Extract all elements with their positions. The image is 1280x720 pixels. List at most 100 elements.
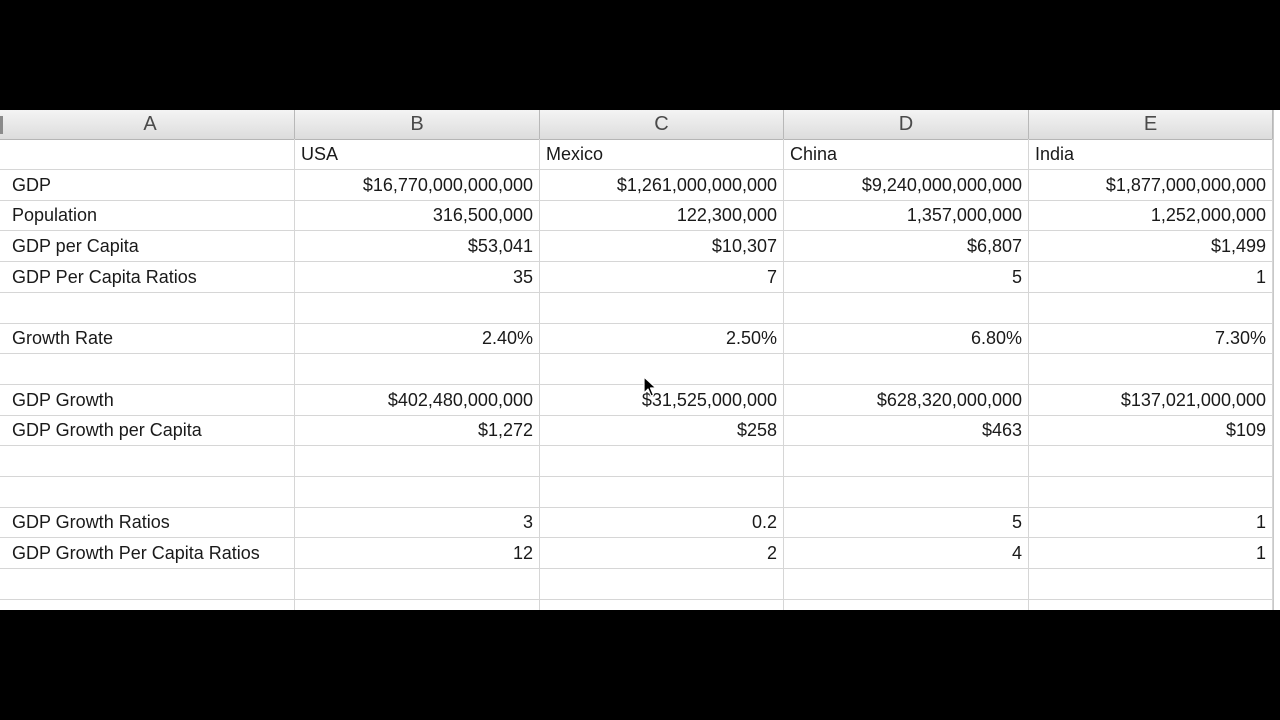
cell-b[interactable] (295, 292, 540, 323)
cell-a[interactable]: GDP Growth Per Capita Ratios (6, 538, 295, 569)
table-row: GDP Growth Per Capita Ratios 12 2 4 1 (0, 538, 1280, 570)
column-header-b[interactable]: B (295, 110, 540, 139)
cell-d[interactable]: 1,357,000,000 (784, 200, 1029, 231)
column-header-d[interactable]: D (784, 110, 1029, 139)
cell-a[interactable]: Growth Rate (6, 323, 295, 354)
table-row: GDP per Capita $53,041 $10,307 $6,807 $1,499 (0, 231, 1280, 263)
cell-d[interactable]: $463 (784, 415, 1029, 446)
cell-c[interactable]: 0.2 (540, 507, 784, 538)
cell-c[interactable]: 7 (540, 261, 784, 292)
cell-b[interactable]: $1,272 (295, 415, 540, 446)
cell-c[interactable] (540, 446, 784, 476)
cell-e[interactable] (1029, 446, 1273, 476)
cell-a[interactable] (6, 139, 295, 169)
cell-a[interactable] (6, 292, 295, 323)
cell-b[interactable]: 2.40% (295, 323, 540, 354)
cell-c[interactable] (540, 292, 784, 323)
table-row: GDP $16,770,000,000,000 $1,261,000,000,000… (0, 169, 1280, 201)
cell-b[interactable]: 12 (295, 538, 540, 569)
cell-d[interactable] (784, 353, 1029, 384)
cell-d[interactable]: 5 (784, 507, 1029, 538)
cell-c[interactable]: 2 (540, 538, 784, 569)
cell-d[interactable]: 4 (784, 538, 1029, 569)
cell-e[interactable] (1029, 353, 1273, 384)
cell-b[interactable] (295, 599, 540, 610)
cell-e[interactable] (1029, 599, 1273, 610)
cell-c[interactable]: $258 (540, 415, 784, 446)
cell-e[interactable]: 1 (1029, 261, 1273, 292)
cell-b[interactable]: 35 (295, 261, 540, 292)
cell-c[interactable] (540, 568, 784, 599)
table-row: GDP Growth Ratios 3 0.2 5 1 (0, 507, 1280, 539)
cell-e[interactable]: 1,252,000,000 (1029, 200, 1273, 231)
cell-d[interactable]: $9,240,000,000,000 (784, 169, 1029, 200)
cell-d[interactable]: $628,320,000,000 (784, 384, 1029, 415)
cell-a[interactable]: GDP Growth (6, 384, 295, 415)
table-row: GDP Growth per Capita $1,272 $258 $463 $109 (0, 415, 1280, 447)
cell-a[interactable]: GDP Per Capita Ratios (6, 261, 295, 292)
cell-d[interactable]: China (784, 139, 1029, 169)
cell-d[interactable]: 6.80% (784, 323, 1029, 354)
table-row: GDP Growth $402,480,000,000 $31,525,000,00… (0, 384, 1280, 416)
cell-e[interactable]: $109 (1029, 415, 1273, 446)
cell-b[interactable] (295, 353, 540, 384)
cell-e[interactable] (1029, 568, 1273, 599)
cell-d[interactable] (784, 599, 1029, 610)
cell-b[interactable] (295, 568, 540, 599)
column-header-row: A B C D E (0, 110, 1280, 140)
row-header-stub[interactable] (0, 116, 3, 134)
cell-a[interactable] (6, 353, 295, 384)
cell-e[interactable] (1029, 292, 1273, 323)
cell-b[interactable]: $53,041 (295, 231, 540, 262)
table-row: Growth Rate 2.40% 2.50% 6.80% 7.30% (0, 323, 1280, 355)
cell-a[interactable]: GDP Growth per Capita (6, 415, 295, 446)
cell-c[interactable] (540, 476, 784, 507)
cell-c[interactable]: 122,300,000 (540, 200, 784, 231)
cell-e[interactable]: India (1029, 139, 1273, 169)
cell-c[interactable]: Mexico (540, 139, 784, 169)
cell-b[interactable]: $402,480,000,000 (295, 384, 540, 415)
cell-a[interactable]: GDP (6, 169, 295, 200)
cell-a[interactable] (6, 476, 295, 507)
cell-d[interactable]: 5 (784, 261, 1029, 292)
cell-c[interactable]: 2.50% (540, 323, 784, 354)
cell-a[interactable] (6, 599, 295, 610)
table-row (0, 476, 1280, 508)
table-row: GDP Per Capita Ratios 35 7 5 1 (0, 261, 1280, 293)
cell-d[interactable] (784, 292, 1029, 323)
grid-right-edge (1273, 110, 1280, 610)
cell-a[interactable]: GDP per Capita (6, 231, 295, 262)
cell-b[interactable]: 316,500,000 (295, 200, 540, 231)
cell-e[interactable] (1029, 476, 1273, 507)
cell-d[interactable] (784, 568, 1029, 599)
cell-e[interactable]: $1,499 (1029, 231, 1273, 262)
column-header-a[interactable]: A (6, 110, 295, 139)
column-header-e[interactable]: E (1029, 110, 1273, 139)
column-header-c[interactable]: C (540, 110, 784, 139)
table-row: USA Mexico China India (0, 139, 1280, 170)
table-row: Population 316,500,000 122,300,000 1,357,00… (0, 200, 1280, 232)
cell-e[interactable]: 1 (1029, 507, 1273, 538)
cell-a[interactable]: Population (6, 200, 295, 231)
cell-e[interactable]: 1 (1029, 538, 1273, 569)
cell-c[interactable]: $10,307 (540, 231, 784, 262)
cell-c[interactable]: $1,261,000,000,000 (540, 169, 784, 200)
cell-b[interactable]: USA (295, 139, 540, 169)
cell-d[interactable]: $6,807 (784, 231, 1029, 262)
cell-d[interactable] (784, 476, 1029, 507)
cell-c[interactable] (540, 599, 784, 610)
cell-a[interactable] (6, 568, 295, 599)
cell-e[interactable]: $137,021,000,000 (1029, 384, 1273, 415)
cell-c[interactable] (540, 353, 784, 384)
cell-b[interactable] (295, 476, 540, 507)
spreadsheet: A B C D E USA Mexico China India GDP $16,770,… (0, 110, 1280, 610)
cell-a[interactable] (6, 446, 295, 476)
cell-c[interactable]: $31,525,000,000 (540, 384, 784, 415)
cell-a[interactable]: GDP Growth Ratios (6, 507, 295, 538)
cell-e[interactable]: 7.30% (1029, 323, 1273, 354)
cell-d[interactable] (784, 446, 1029, 476)
cell-b[interactable]: 3 (295, 507, 540, 538)
cell-e[interactable]: $1,877,000,000,000 (1029, 169, 1273, 200)
cell-b[interactable]: $16,770,000,000,000 (295, 169, 540, 200)
cell-b[interactable] (295, 446, 540, 476)
